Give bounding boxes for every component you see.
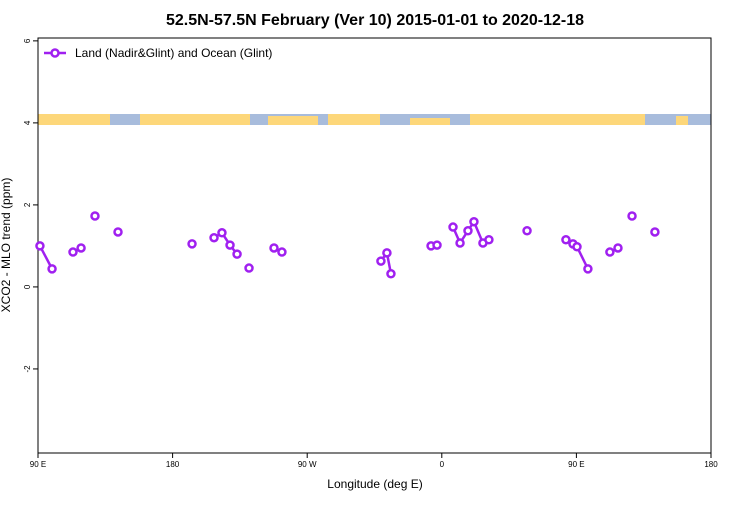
point xyxy=(627,211,637,221)
y-tick-label: 4 xyxy=(23,120,32,125)
x-tick-label: 180 xyxy=(704,460,718,469)
map-strip xyxy=(38,114,711,125)
point xyxy=(386,269,396,279)
point xyxy=(269,243,279,253)
point xyxy=(376,256,386,266)
point xyxy=(382,248,392,258)
chart-title: 52.5N-57.5N February (Ver 10) 2015-01-01… xyxy=(166,12,584,29)
point xyxy=(244,263,254,273)
land-strip xyxy=(410,118,450,125)
x-tick-label: 90 E xyxy=(568,460,584,469)
point xyxy=(469,216,479,227)
point xyxy=(76,243,86,253)
point xyxy=(605,247,615,257)
point xyxy=(90,211,100,221)
land-strip xyxy=(328,114,380,125)
plot-frame xyxy=(37,37,712,454)
land-strip xyxy=(676,116,688,125)
point xyxy=(217,228,227,238)
y-tick-label: 2 xyxy=(23,202,32,207)
x-axis-label: Longitude (deg E) xyxy=(327,477,422,491)
x-tick-label: 0 xyxy=(440,460,445,469)
point xyxy=(209,232,219,243)
legend-marker xyxy=(50,48,60,58)
point xyxy=(650,227,660,237)
y-axis-label: XCO2 - MLO trend (ppm) xyxy=(0,178,13,313)
y-tick-label: 6 xyxy=(23,38,32,43)
point xyxy=(35,241,45,251)
legend-label: Land (Nadir&Glint) and Ocean (Glint) xyxy=(75,46,272,60)
land-strip xyxy=(470,114,645,125)
point xyxy=(68,247,78,257)
point xyxy=(572,241,582,252)
x-tick-label: 90 W xyxy=(298,460,317,469)
land-strip xyxy=(140,114,250,125)
point xyxy=(232,249,242,259)
point xyxy=(613,243,623,253)
point xyxy=(432,240,442,250)
point xyxy=(113,227,123,237)
x-tick-label: 180 xyxy=(166,460,180,469)
point xyxy=(522,225,532,236)
y-tick-label: 0 xyxy=(23,284,32,289)
point xyxy=(225,240,235,250)
point xyxy=(448,222,458,232)
point xyxy=(187,239,197,249)
point xyxy=(463,225,473,236)
y-tick-label: -2 xyxy=(23,365,32,373)
x-tick-label: 90 E xyxy=(30,460,46,469)
point xyxy=(484,235,494,245)
point xyxy=(583,264,593,274)
land-strip xyxy=(38,114,110,125)
point xyxy=(47,264,57,274)
land-strip xyxy=(268,116,318,125)
point xyxy=(455,238,465,248)
point xyxy=(277,247,287,257)
point xyxy=(561,235,571,245)
